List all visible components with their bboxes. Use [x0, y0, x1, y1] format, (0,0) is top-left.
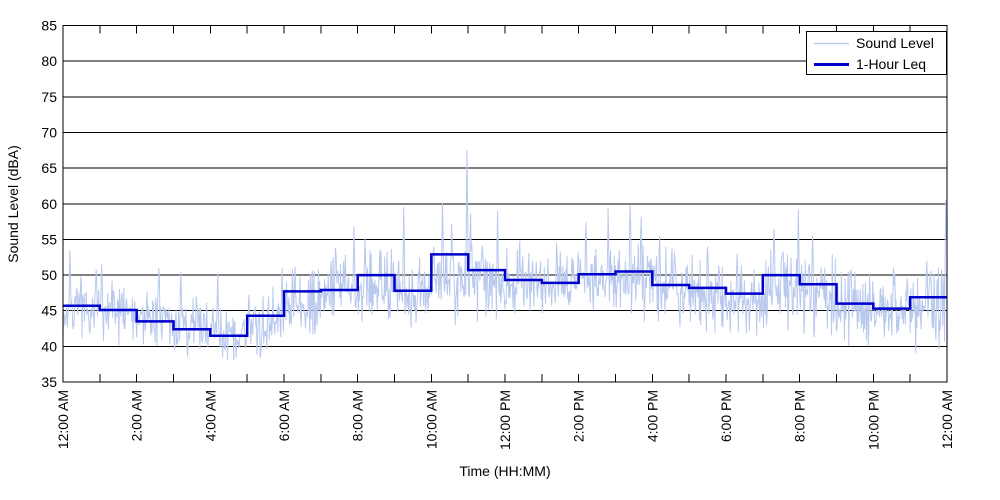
y-axis-title: Sound Level (dBA) — [5, 145, 21, 263]
legend-box — [806, 31, 947, 75]
y-tick-label: 35 — [41, 374, 57, 390]
x-tick-label: 4:00 PM — [644, 390, 660, 442]
legend-label-leq: 1-Hour Leq — [856, 56, 926, 72]
y-tick-label: 85 — [41, 18, 57, 34]
y-tick-label: 55 — [41, 231, 57, 247]
y-tick-label: 40 — [41, 338, 57, 354]
y-tick-label: 45 — [41, 303, 57, 319]
x-tick-label: 2:00 AM — [129, 390, 145, 441]
x-tick-label: 8:00 AM — [350, 390, 366, 441]
x-tick-label: 4:00 AM — [202, 390, 218, 441]
leq-step-series — [63, 253, 947, 337]
y-tick-label: 70 — [41, 124, 57, 140]
x-tick-label: 6:00 AM — [276, 390, 292, 441]
x-tick-label: 12:00 PM — [497, 390, 513, 450]
legend: Sound Level 1-Hour Leq — [806, 31, 947, 75]
x-tick-label: 8:00 PM — [792, 390, 808, 442]
x-tick-label: 6:00 PM — [718, 390, 734, 442]
gridlines — [63, 60, 947, 347]
x-tick-labels: 12:00 AM 2:00 AM 4:00 AM 6:00 AM 8:00 AM 10:0… — [55, 390, 955, 450]
x-tick-label: 2:00 PM — [571, 390, 587, 442]
y-tick-labels: 35 40 45 50 55 60 65 70 75 80 85 — [41, 18, 57, 391]
x-tick-label: 12:00 AM — [939, 390, 955, 449]
y-tick-label: 75 — [41, 89, 57, 105]
y-tick-label: 50 — [41, 267, 57, 283]
legend-label-sound-level: Sound Level — [856, 35, 934, 51]
x-tick-label: 10:00 PM — [865, 390, 881, 450]
x-tick-label: 10:00 AM — [423, 390, 439, 449]
y-tick-label: 65 — [41, 160, 57, 176]
x-axis-title: Time (HH:MM) — [459, 463, 550, 479]
series-layer — [62, 150, 947, 361]
x-tick-label: 12:00 AM — [55, 390, 71, 449]
y-tick-label: 80 — [41, 53, 57, 69]
y-tick-label: 60 — [41, 196, 57, 212]
